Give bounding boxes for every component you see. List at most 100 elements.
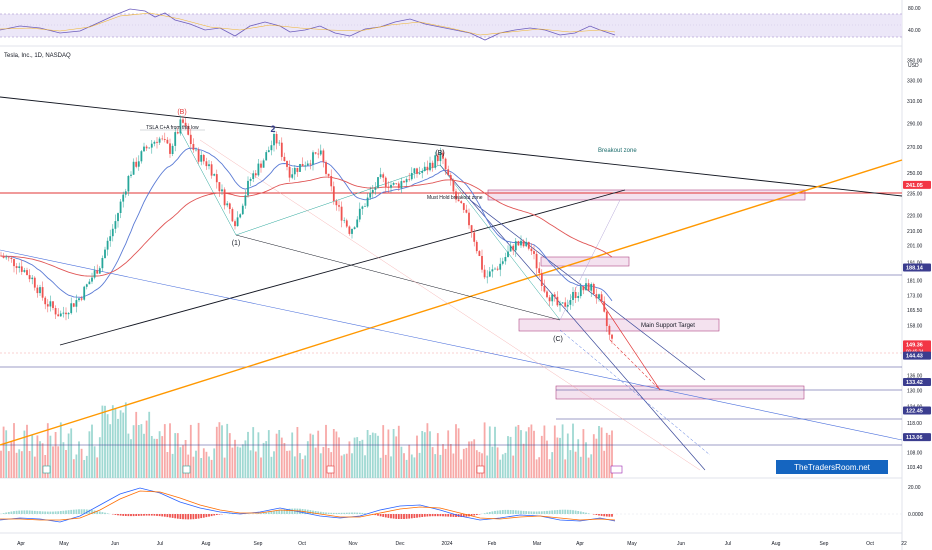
resistance-trendline[interactable] bbox=[0, 96, 903, 197]
candle-body bbox=[52, 301, 54, 308]
macd-hist-bar bbox=[166, 514, 169, 518]
time-tick: Sep bbox=[254, 541, 263, 547]
candle-body bbox=[252, 173, 255, 179]
candle-body bbox=[0, 255, 2, 257]
candle-body bbox=[153, 141, 156, 144]
candle-body bbox=[70, 303, 73, 314]
macd-hist-bar bbox=[158, 514, 161, 517]
volume-bar bbox=[210, 459, 213, 478]
volume-bar bbox=[496, 447, 499, 478]
candle-body bbox=[488, 271, 491, 277]
volume-bar bbox=[226, 423, 229, 478]
volume-bar bbox=[444, 448, 447, 478]
volume-bar bbox=[189, 424, 192, 478]
macd-hist-bar bbox=[501, 510, 504, 514]
volume-bar bbox=[356, 437, 359, 478]
breakout-zone-box[interactable] bbox=[487, 189, 806, 201]
candle-body bbox=[449, 175, 452, 181]
candle-body bbox=[98, 268, 101, 274]
earnings-marker[interactable] bbox=[42, 465, 51, 474]
volume-bar bbox=[174, 433, 177, 478]
macd-hist-bar bbox=[353, 512, 356, 514]
time-tick: Jun bbox=[677, 541, 685, 547]
candle-body bbox=[429, 162, 431, 171]
price-badge bbox=[903, 340, 931, 355]
candle-body bbox=[262, 160, 265, 168]
macd-hist-bar bbox=[143, 514, 145, 516]
candle-body bbox=[288, 166, 291, 178]
volume-bar bbox=[254, 451, 257, 478]
earnings-marker[interactable] bbox=[476, 465, 485, 474]
candle-body bbox=[286, 161, 288, 167]
candles bbox=[0, 115, 613, 344]
volume-bar bbox=[218, 422, 221, 478]
earnings-marker[interactable] bbox=[610, 465, 623, 474]
volume-bar bbox=[41, 443, 44, 478]
candle-body bbox=[213, 174, 216, 176]
time-tick: Feb bbox=[488, 541, 497, 547]
channel-line[interactable] bbox=[439, 164, 706, 471]
channel-line[interactable] bbox=[469, 199, 706, 381]
volume-bar bbox=[556, 437, 559, 478]
price-tick: 330.00 bbox=[907, 78, 923, 84]
volume-bar bbox=[434, 454, 437, 478]
candle-body bbox=[44, 297, 47, 305]
volume-bar bbox=[283, 443, 286, 478]
candle-body bbox=[234, 221, 236, 227]
volume-bar bbox=[335, 431, 338, 478]
macd-hist-bar bbox=[452, 514, 455, 517]
candle-body bbox=[241, 205, 244, 215]
volume-bar bbox=[553, 425, 556, 478]
target-zone-box[interactable] bbox=[555, 385, 805, 400]
macd-hist-bar bbox=[273, 511, 275, 514]
time-tick: Aug bbox=[202, 541, 211, 547]
earnings-marker[interactable] bbox=[182, 465, 191, 474]
candle-body bbox=[556, 296, 559, 306]
orange-trendline[interactable] bbox=[0, 159, 903, 446]
candle-body bbox=[460, 201, 463, 203]
main-support-zone-box[interactable] bbox=[518, 318, 720, 332]
candle-body bbox=[33, 277, 36, 288]
candle-body bbox=[325, 162, 327, 174]
macd-hist-bar bbox=[137, 514, 140, 516]
candle-body bbox=[59, 313, 62, 317]
price-badge-text: 122.45 bbox=[906, 409, 923, 415]
volume-bar bbox=[322, 447, 325, 478]
support-trendline[interactable] bbox=[59, 189, 626, 346]
rsi-pane bbox=[0, 8, 902, 41]
volume-bar bbox=[579, 456, 582, 478]
price-tick: 173.00 bbox=[907, 293, 923, 299]
macd-hist-bar bbox=[535, 511, 538, 514]
price-badge bbox=[903, 433, 931, 442]
earnings-marker[interactable] bbox=[326, 465, 335, 474]
macd-hist-bar bbox=[499, 510, 502, 514]
macd-hist-bar bbox=[520, 510, 522, 514]
volume-bar bbox=[566, 433, 569, 478]
annotation-labels: (B) 2 (B) (1) (C) TSLA C+A from this low… bbox=[140, 109, 695, 343]
volume-bar bbox=[130, 439, 132, 478]
blue-trendline[interactable] bbox=[0, 249, 903, 441]
macd-hist-bar bbox=[444, 514, 447, 517]
volume-bar bbox=[221, 425, 223, 478]
volume-bar bbox=[163, 424, 166, 478]
macd-hist-bar bbox=[603, 514, 606, 517]
macd-hist-bar bbox=[153, 514, 156, 516]
volume-bar bbox=[449, 444, 452, 478]
brand-box[interactable]: TheTradersRoom.net bbox=[776, 460, 888, 474]
candle-body bbox=[145, 146, 148, 149]
volume-bar bbox=[364, 455, 366, 478]
volume-bar bbox=[429, 431, 431, 478]
candle-body bbox=[23, 270, 26, 272]
candle-body bbox=[395, 183, 398, 184]
price-pane: (B) 2 (B) (1) (C) TSLA C+A from this low… bbox=[0, 96, 903, 478]
macd-hist-bar bbox=[546, 510, 548, 514]
macd-hist-bar bbox=[416, 514, 418, 518]
volume-bar bbox=[470, 441, 473, 478]
candle-body bbox=[462, 203, 465, 210]
macd-hist-bar bbox=[67, 510, 70, 514]
zone-box[interactable] bbox=[540, 256, 630, 267]
macd-hist-bar bbox=[80, 509, 83, 514]
must-hold-label: Must Hold breakout zone bbox=[427, 195, 483, 201]
macd-hist-bar bbox=[358, 512, 361, 514]
